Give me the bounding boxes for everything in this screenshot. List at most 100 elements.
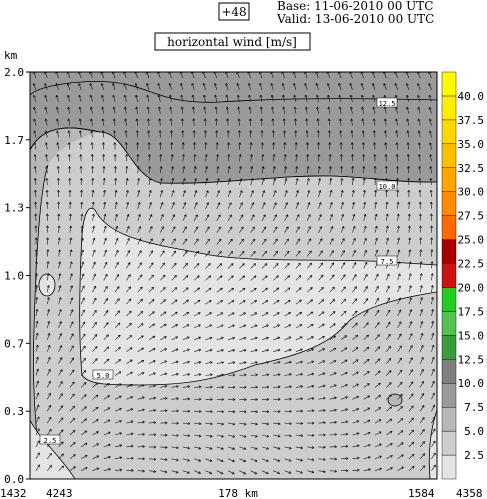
wind-arrow-head <box>394 83 398 86</box>
contour-line-12 <box>30 81 437 103</box>
wind-arrow <box>351 118 353 126</box>
wind-arrow <box>306 262 312 269</box>
wind-arrow-head <box>277 471 280 475</box>
wind-arrow <box>182 287 189 293</box>
wind-arrow <box>227 458 235 462</box>
lead-time-box <box>218 2 250 21</box>
wind-arrow <box>216 263 223 269</box>
wind-arrow <box>293 83 297 90</box>
wind-arrow <box>340 238 345 245</box>
colorbar-swatch <box>441 119 457 145</box>
wind-arrow <box>431 464 436 471</box>
wind-arrow-head <box>103 225 107 229</box>
wind-arrow <box>171 361 179 364</box>
wind-arrow <box>329 166 331 174</box>
wind-arrow <box>397 430 404 436</box>
wind-arrow-head <box>228 190 232 193</box>
wind-arrow <box>329 238 334 245</box>
wind-arrow-head <box>107 455 111 459</box>
wind-arrow <box>182 422 190 424</box>
wind-arrow <box>92 443 99 448</box>
wind-arrow <box>431 428 436 436</box>
wind-arrow-head <box>429 213 433 217</box>
wind-arrow-head <box>139 274 143 278</box>
wind-arrow-head <box>35 308 39 312</box>
wind-arrow-head <box>58 261 62 265</box>
wind-arrow-head <box>384 142 388 145</box>
wind-arrow-head <box>353 237 356 241</box>
colorbar-swatch <box>441 71 457 97</box>
wind-arrow-head <box>323 457 326 461</box>
wind-arrow <box>327 94 331 102</box>
wind-arrow <box>92 346 98 352</box>
wind-arrow <box>214 72 218 79</box>
wind-arrow <box>386 237 389 245</box>
wind-arrow-head <box>389 406 393 410</box>
wind-arrow-head <box>214 106 218 110</box>
wind-arrow <box>103 444 111 448</box>
wind-arrow-head <box>254 336 258 340</box>
wind-arrow-head <box>334 457 337 461</box>
lead-time-label: +48 <box>221 5 246 19</box>
wind-arrow-head <box>226 130 230 133</box>
wind-arrow-head <box>232 324 235 328</box>
wind-arrow <box>137 409 145 412</box>
wind-arrow-head <box>316 130 320 133</box>
wind-arrow-head <box>141 347 144 351</box>
contour-line-7 <box>30 127 437 184</box>
wind-arrow-head <box>158 130 162 133</box>
wind-arrow-head <box>398 285 401 289</box>
colorbar-level-label: 35.0 <box>458 138 485 151</box>
wind-arrow <box>316 106 319 114</box>
wind-arrow-head <box>243 312 246 316</box>
wind-arrow <box>205 226 210 233</box>
wind-arrow <box>148 238 153 245</box>
colorbar-level-label: 17.5 <box>458 305 485 318</box>
wind-arrow-head <box>344 359 348 363</box>
wind-arrow <box>430 189 432 198</box>
contour-label: 5.0 <box>97 372 110 380</box>
wind-arrow-head <box>182 166 186 169</box>
wind-arrow <box>103 358 110 364</box>
wind-arrow-head <box>148 190 152 193</box>
wind-arrow-head <box>367 431 371 435</box>
wind-arrow <box>250 226 255 233</box>
wind-arrow-head <box>216 154 219 157</box>
wind-arrow <box>160 250 165 257</box>
wind-arrow <box>227 166 230 174</box>
wind-arrow-head <box>148 178 152 181</box>
wind-arrow-head <box>104 261 108 265</box>
wind-arrow-head <box>343 310 347 314</box>
wind-arrow <box>103 468 111 471</box>
wind-arrow-head <box>219 263 223 266</box>
wind-arrow-head <box>82 309 85 313</box>
wind-arrow <box>182 386 190 388</box>
wind-arrow-head <box>153 384 156 388</box>
wind-arrow-head <box>289 385 292 389</box>
wind-arrow-head <box>59 357 63 360</box>
wind-arrow-head <box>244 385 247 389</box>
wind-arrow-head <box>113 130 117 133</box>
wind-arrow <box>169 83 172 90</box>
wind-arrow-head <box>209 434 213 438</box>
wind-arrow-head <box>430 273 434 276</box>
wind-arrow <box>171 458 179 461</box>
wind-arrow <box>250 362 258 364</box>
wind-arrow <box>431 273 433 281</box>
wind-arrow <box>397 345 402 352</box>
wind-arrow <box>80 285 85 293</box>
wind-arrow-head <box>153 372 156 376</box>
wind-arrow <box>160 373 168 376</box>
wind-arrow <box>386 467 393 471</box>
wind-arrow-head <box>173 262 177 266</box>
wind-arrow <box>281 72 285 79</box>
wind-arrow <box>228 349 235 352</box>
wind-arrow <box>250 434 258 438</box>
wind-arrow-head <box>406 130 410 134</box>
wind-arrow <box>103 261 108 269</box>
wind-arrow <box>216 154 219 162</box>
wind-arrow-head <box>310 299 313 303</box>
wind-arrow <box>431 440 436 448</box>
wind-arrow <box>148 202 152 209</box>
wind-arrow <box>126 238 130 245</box>
